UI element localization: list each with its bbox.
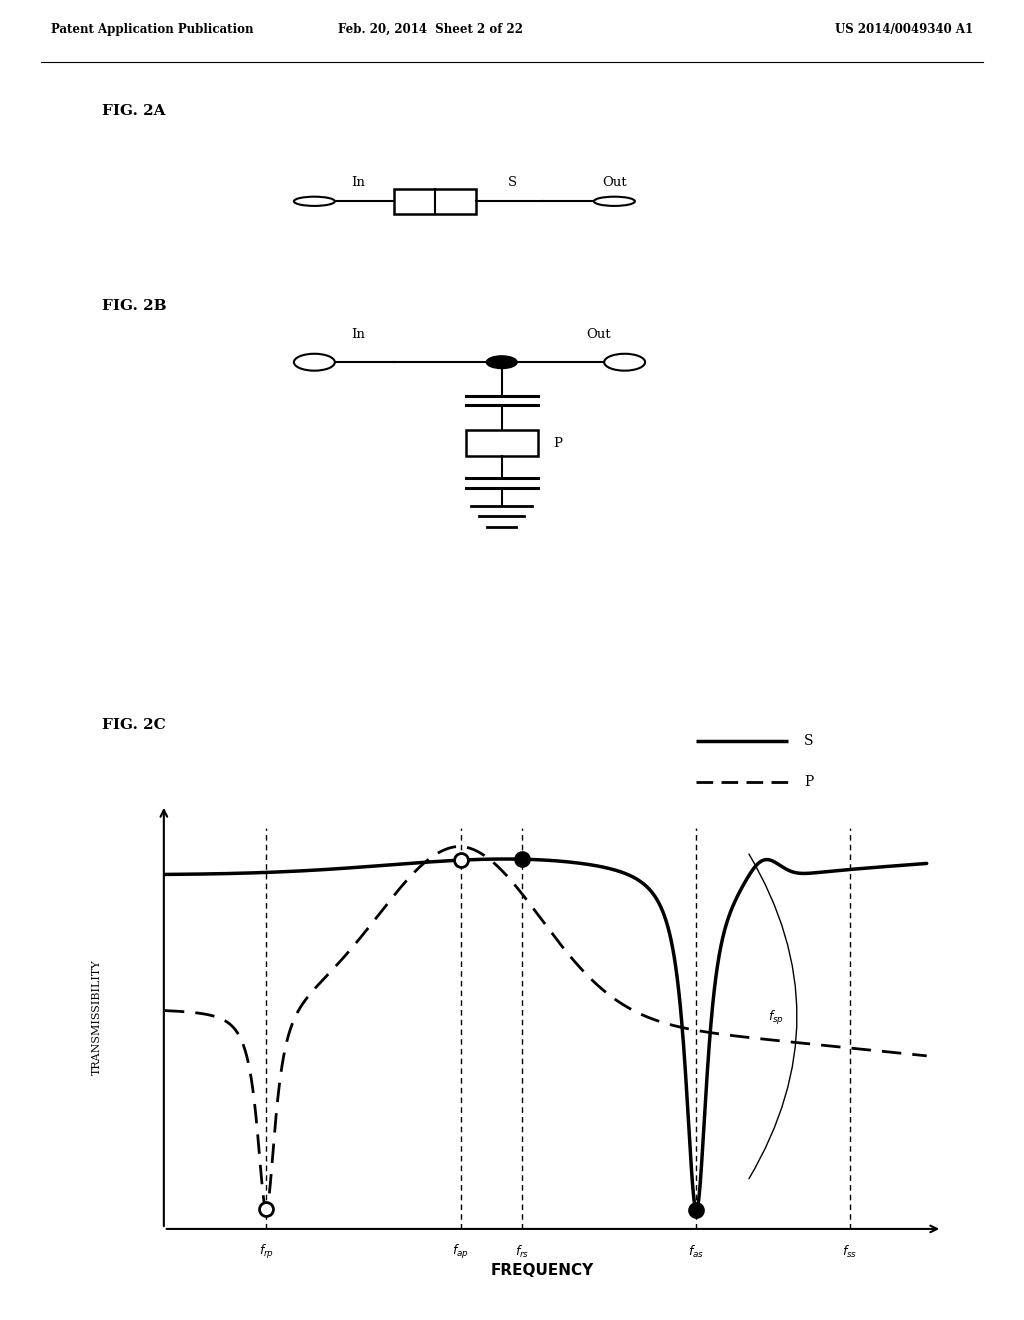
Text: $f_{ss}$: $f_{ss}$ (843, 1243, 857, 1259)
Text: Out: Out (587, 329, 611, 341)
Text: S: S (508, 176, 516, 189)
Text: FIG. 2B: FIG. 2B (102, 298, 167, 313)
Text: In: In (351, 329, 366, 341)
Text: $f_{sp}$: $f_{sp}$ (768, 1008, 784, 1027)
Bar (394, 189, 476, 214)
Text: P: P (553, 437, 562, 450)
Text: In: In (351, 176, 366, 189)
Text: $f_{as}$: $f_{as}$ (688, 1243, 705, 1259)
Text: FIG. 2C: FIG. 2C (102, 718, 166, 731)
Text: $f_{ap}$: $f_{ap}$ (453, 1243, 469, 1262)
Circle shape (294, 354, 335, 371)
Text: S: S (804, 734, 813, 748)
Bar (466, 430, 538, 455)
Text: Out: Out (602, 176, 627, 189)
Text: US 2014/0049340 A1: US 2014/0049340 A1 (835, 22, 973, 36)
Text: Feb. 20, 2014  Sheet 2 of 22: Feb. 20, 2014 Sheet 2 of 22 (338, 22, 522, 36)
Text: P: P (804, 775, 813, 789)
Text: $f_{rp}$: $f_{rp}$ (259, 1243, 273, 1262)
Circle shape (604, 354, 645, 371)
Text: FIG. 2A: FIG. 2A (102, 104, 166, 119)
Text: $f_{rs}$: $f_{rs}$ (515, 1243, 529, 1259)
Circle shape (486, 356, 517, 368)
Circle shape (294, 197, 335, 206)
Circle shape (594, 197, 635, 206)
Text: Patent Application Publication: Patent Application Publication (51, 22, 254, 36)
Text: TRANSMISSIBILITY: TRANSMISSIBILITY (92, 960, 102, 1074)
Text: FREQUENCY: FREQUENCY (492, 1263, 594, 1278)
